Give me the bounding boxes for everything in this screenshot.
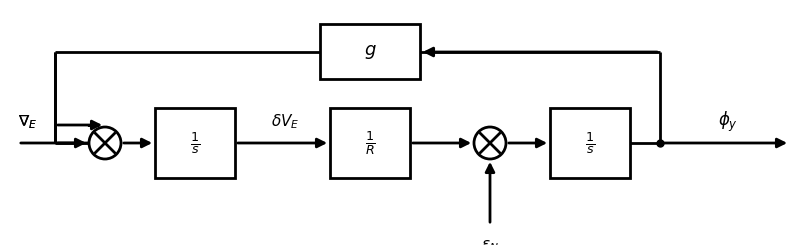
- Bar: [330, 108, 410, 178]
- Text: $\frac{1}{R}$: $\frac{1}{R}$: [365, 129, 375, 157]
- Text: $g$: $g$: [364, 43, 376, 61]
- Bar: [550, 108, 630, 178]
- Text: $\frac{1}{s}$: $\frac{1}{s}$: [585, 130, 595, 156]
- Text: $\nabla_E$: $\nabla_E$: [18, 113, 37, 131]
- Text: $-$: $-$: [86, 116, 101, 134]
- Text: $\phi_y$: $\phi_y$: [718, 110, 738, 134]
- Circle shape: [474, 127, 506, 159]
- Bar: [320, 24, 420, 79]
- Text: $\varepsilon_N$: $\varepsilon_N$: [481, 238, 499, 245]
- Text: $\frac{1}{s}$: $\frac{1}{s}$: [190, 130, 200, 156]
- Bar: [155, 108, 235, 178]
- Text: $\delta V_E$: $\delta V_E$: [270, 113, 299, 131]
- Text: $\nabla_E$: $\nabla_E$: [18, 113, 37, 131]
- Circle shape: [89, 127, 121, 159]
